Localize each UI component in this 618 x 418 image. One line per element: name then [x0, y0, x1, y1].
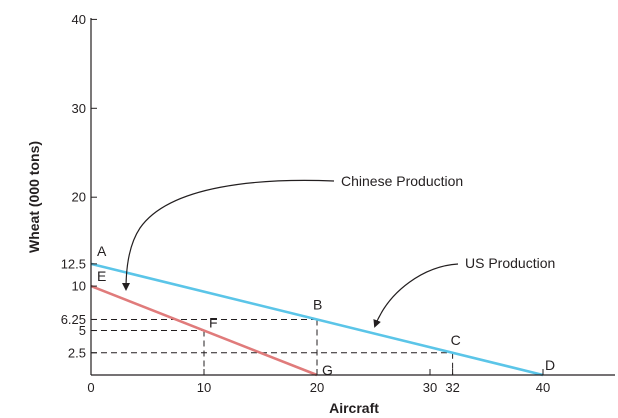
y-tick-label-1: 5: [79, 323, 86, 338]
point-label-a: A: [97, 243, 107, 259]
y-axis-title: Wheat (000 tons): [26, 141, 42, 253]
us-annotation-arrow: [373, 263, 459, 328]
annotation-chinese-production: Chinese Production: [341, 173, 463, 189]
point-label-b: B: [313, 296, 322, 312]
x-tick-label-5: 40: [536, 380, 550, 395]
series-lines: [90, 262, 544, 377]
y-tick-label-5: 20: [72, 190, 86, 205]
point-label-e: E: [97, 268, 106, 284]
ticks: 2.5 56.25 10 12.5 20 30 40 0 10 20 30 32 40: [61, 12, 551, 395]
guide-lines: [91, 318, 454, 375]
x-axis-title: Aircraft: [329, 400, 379, 416]
y-tick-label-3: 10: [72, 279, 86, 294]
point-labels: A B C D E F G: [97, 243, 555, 378]
y-tick-label-6: 30: [72, 101, 86, 116]
x-tick-label-1: 10: [197, 380, 211, 395]
y-tick-label-7: 40: [72, 12, 86, 27]
x-tick-label-4: 32: [445, 380, 459, 395]
y-tick-label-2: 6.25: [61, 312, 86, 327]
point-label-f: F: [209, 315, 218, 331]
chinese-annotation-arrow: [122, 179, 335, 291]
series-line-0: [90, 262, 544, 377]
series-line-1: [90, 284, 318, 377]
point-label-g: G: [322, 362, 333, 378]
axes: [90, 18, 615, 376]
point-label-c: C: [451, 332, 461, 348]
y-tick-label-0: 2.5: [68, 345, 86, 360]
x-tick-label-0: 0: [87, 380, 94, 395]
point-label-d: D: [545, 357, 555, 373]
x-tick-label-3: 30: [423, 380, 437, 395]
annotation-us-production: US Production: [465, 255, 555, 271]
annotations: Chinese Production US Production: [122, 173, 555, 328]
x-tick-label-2: 20: [310, 380, 324, 395]
y-tick-label-4: 12.5: [61, 256, 86, 271]
